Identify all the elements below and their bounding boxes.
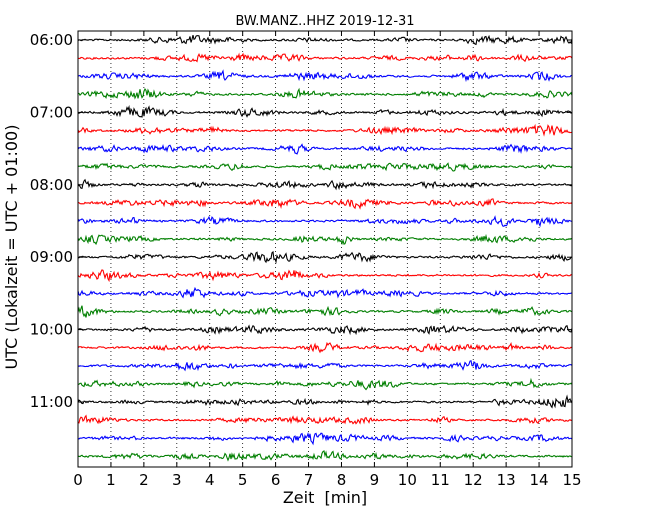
x-tick-label: 5 — [238, 471, 248, 489]
x-tick-label: 15 — [562, 471, 581, 489]
x-tick-label: 11 — [431, 471, 450, 489]
x-tick-label: 9 — [370, 471, 380, 489]
chart-title: BW.MANZ..HHZ 2019-12-31 — [235, 14, 414, 29]
trace-line — [77, 341, 573, 354]
trace-line — [77, 269, 573, 283]
x-tick-label: 4 — [205, 471, 215, 489]
x-tick-label: 12 — [464, 471, 483, 489]
trace-line — [77, 305, 573, 318]
y-axis-ticks: 06:00 07:00 08:00 09:00 10:00 11:00 — [30, 31, 572, 411]
trace-line — [77, 52, 573, 63]
trace-line — [77, 377, 573, 391]
y-axis-label: UTC (Lokalzeit = UTC + 01:00) — [2, 125, 21, 370]
x-axis-label: Zeit [min] — [283, 488, 367, 507]
y-tick-label: 07:00 — [30, 103, 73, 121]
trace-line — [77, 123, 573, 137]
trace-line — [77, 414, 573, 425]
x-axis-ticks: 0 1 2 3 4 5 6 7 8 9 10 11 12 13 14 15 — [73, 31, 582, 489]
trace-line — [77, 198, 573, 210]
trace-line — [77, 233, 573, 246]
x-tick-label: 8 — [337, 471, 347, 489]
plot-frame — [77, 30, 573, 468]
x-tick-label: 1 — [106, 471, 116, 489]
trace-line — [77, 286, 573, 299]
y-tick-label: 11:00 — [30, 393, 73, 411]
y-tick-label: 08:00 — [30, 176, 73, 194]
x-tick-label: 3 — [172, 471, 182, 489]
x-tick-label: 0 — [73, 471, 83, 489]
y-tick-label: 06:00 — [30, 31, 73, 49]
trace-line — [77, 178, 573, 191]
trace-line — [77, 34, 573, 46]
trace-line — [77, 104, 573, 118]
x-tick-label: 7 — [304, 471, 314, 489]
trace-line — [77, 87, 573, 100]
trace-line — [77, 215, 573, 228]
x-tick-label: 10 — [398, 471, 417, 489]
x-tick-label: 2 — [139, 471, 149, 489]
x-tick-label: 6 — [271, 471, 281, 489]
trace-line — [77, 143, 573, 155]
trace-line — [77, 162, 573, 172]
trace-line — [77, 431, 573, 446]
trace-line — [77, 250, 573, 264]
trace-line — [77, 359, 573, 372]
y-tick-label: 10:00 — [30, 321, 73, 339]
trace-line — [77, 69, 573, 83]
x-tick-label: 14 — [530, 471, 549, 489]
seismic-traces — [77, 34, 573, 462]
grid-lines — [110, 31, 540, 467]
x-tick-label: 13 — [497, 471, 516, 489]
y-tick-label: 09:00 — [30, 248, 73, 266]
trace-line — [77, 394, 573, 409]
trace-line — [77, 450, 573, 462]
trace-line — [77, 324, 573, 336]
